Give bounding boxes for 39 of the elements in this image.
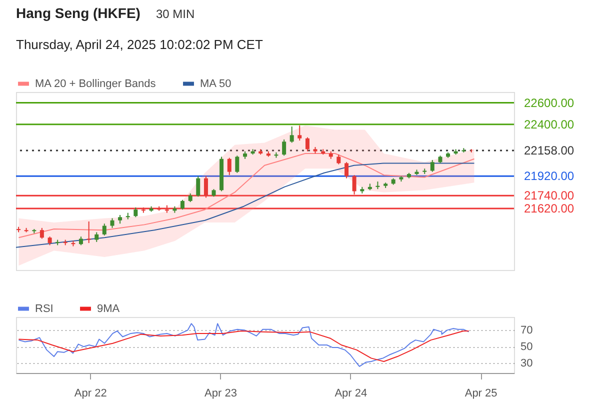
x-tick-label: Apr 24 bbox=[334, 388, 368, 400]
chart-title: Hang Seng (HKFE) bbox=[16, 5, 140, 21]
candlestick bbox=[336, 154, 341, 165]
ref-line-label: 22400.00 bbox=[524, 117, 574, 132]
text: 30 MIN bbox=[156, 7, 195, 21]
ref-line-label: 21620.00 bbox=[524, 202, 574, 216]
candlestick bbox=[110, 218, 114, 228]
chart-subtitle: Thursday, April 24, 2025 10:02:02 PM CET bbox=[16, 37, 263, 52]
candlestick bbox=[235, 155, 240, 174]
candlestick bbox=[40, 227, 44, 240]
candlestick bbox=[134, 206, 138, 218]
candlestick bbox=[180, 199, 184, 210]
x-tick-label: Apr 23 bbox=[204, 388, 237, 400]
ref-line-label: 22600.00 bbox=[524, 96, 574, 110]
candlestick bbox=[196, 176, 200, 198]
candlestick bbox=[94, 232, 99, 242]
candlestick bbox=[305, 136, 310, 152]
x-tick-label: Apr 22 bbox=[74, 388, 107, 400]
candlestick bbox=[86, 220, 91, 244]
legend-label: 9MA bbox=[97, 302, 120, 315]
x-tick-label: Apr 25 bbox=[464, 388, 498, 400]
ref-line-label: 21740.00 bbox=[524, 188, 574, 203]
legend-label: RSI bbox=[35, 302, 54, 315]
line-series bbox=[18, 330, 470, 362]
y-tick-label: 50 bbox=[520, 341, 533, 354]
candlestick bbox=[102, 223, 106, 236]
y-tick-label: 70 bbox=[520, 324, 533, 337]
candlestick bbox=[227, 157, 232, 176]
candlestick bbox=[290, 126, 294, 144]
legend-label: MA 20 + Bollinger Bands bbox=[35, 78, 156, 90]
candlestick bbox=[344, 162, 349, 179]
line-series bbox=[18, 323, 470, 367]
y-tick-label: 30 bbox=[520, 358, 533, 370]
ref-line-label: 22158.00 bbox=[524, 143, 574, 158]
candlestick bbox=[430, 159, 434, 172]
legend-label: MA 50 bbox=[200, 78, 232, 90]
ref-line-label: 21920.00 bbox=[524, 169, 574, 184]
candlestick bbox=[282, 138, 286, 156]
candlestick bbox=[298, 124, 302, 142]
